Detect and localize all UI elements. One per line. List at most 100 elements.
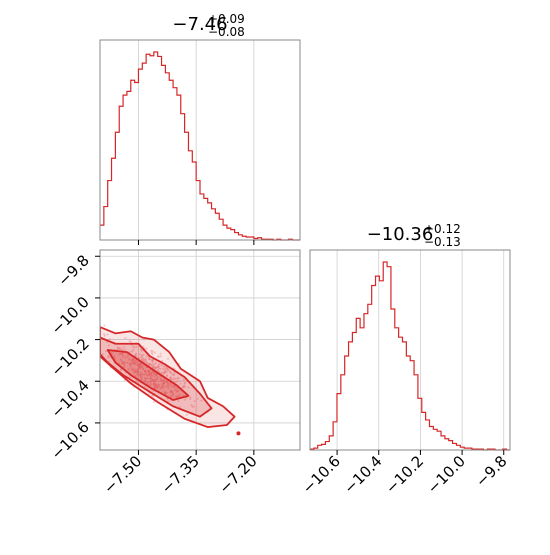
scatter-point (155, 373, 158, 376)
scatter-point (154, 366, 157, 369)
scatter-point (156, 369, 159, 372)
scatter-point (145, 347, 148, 350)
scatter-point (152, 382, 155, 385)
scatter-point (107, 354, 110, 357)
scatter-point (138, 362, 141, 365)
scatter-point (135, 345, 138, 348)
scatter-point (151, 363, 154, 366)
scatter-point (120, 360, 123, 363)
scatter-point (157, 385, 160, 388)
scatter-point (121, 355, 124, 358)
scatter-point (145, 373, 148, 376)
scatter-point (146, 355, 149, 358)
scatter-point (158, 363, 161, 366)
scatter-point (182, 378, 185, 381)
hist1-title: −7.46 (172, 14, 227, 35)
scatter-point (174, 388, 177, 391)
scatter-point (128, 357, 131, 360)
y-tick-label: −10.4 (48, 376, 93, 421)
scatter-point (105, 350, 108, 353)
corner-2d-panel: −7.50 −7.35 −7.20 −10.6−10.4−10.2−10.0 −9.8 (48, 249, 301, 497)
scatter-point (150, 383, 153, 386)
scatter-point (173, 377, 176, 380)
y-tick-label: −9.8 (54, 251, 92, 289)
hist2-step-line (310, 261, 510, 451)
scatter-point (122, 346, 125, 349)
scatter-point (150, 349, 153, 352)
scatter-point (139, 356, 142, 359)
scatter-point (159, 375, 162, 378)
scatter-point (126, 361, 129, 364)
scatter-point (166, 382, 169, 385)
scatter-point (159, 352, 162, 355)
x-tick-label: −9.8 (472, 452, 510, 490)
scatter-point (148, 358, 151, 361)
scatter-point (175, 387, 178, 390)
x-tick-label: −10.0 (424, 452, 469, 497)
scatter-point (130, 367, 133, 370)
scatter-point (144, 380, 147, 383)
hist-panel-param-2: −10.6−10.4−10.2−10.0 −9.8 −10.36 +0.12 −0… (299, 222, 511, 497)
scatter-point (153, 351, 156, 354)
scatter-point (128, 350, 131, 353)
scatter-point (145, 372, 148, 375)
scatter-point (151, 358, 154, 361)
scatter-point (107, 344, 110, 347)
scatter-point (167, 386, 170, 389)
scatter-point (149, 380, 152, 383)
scatter-point (170, 394, 173, 397)
hist1-title-minus: −0.08 (208, 25, 245, 39)
hist1-gridlines (138, 40, 255, 240)
scatter-point (175, 390, 178, 393)
scatter-point (134, 374, 137, 377)
scatter-point (152, 371, 155, 374)
scatter-point (131, 358, 134, 361)
scatter-point (162, 385, 165, 388)
scatter-point (152, 380, 155, 383)
scatter-point (150, 372, 153, 375)
hist2-title-minus: −0.13 (424, 235, 461, 249)
scatter-point (185, 413, 188, 416)
scatter-point (142, 368, 145, 371)
scatter-point (103, 334, 106, 337)
scatter-point (157, 364, 160, 367)
scatter-point (132, 358, 135, 361)
scatter-point (132, 345, 135, 348)
scatter-point (146, 362, 149, 365)
scatter-point (173, 386, 176, 389)
scatter-point (103, 333, 106, 336)
scatter-point (139, 371, 142, 374)
scatter-point (140, 375, 143, 378)
scatter-point (151, 361, 154, 364)
scatter-point (144, 358, 147, 361)
scatter-point (107, 356, 110, 359)
scatter-point (113, 355, 116, 358)
hist-panel-param-1: −7.46 +0.09 −0.08 (99, 12, 301, 245)
scatter-point (165, 367, 168, 370)
scatter-point (135, 361, 138, 364)
scatter-point (147, 373, 150, 376)
scatter-point (103, 324, 106, 327)
scatter-point (160, 355, 163, 358)
scatter-point (177, 399, 180, 402)
scatter-point (110, 352, 113, 355)
scatter-point (124, 348, 127, 351)
scatter-point (171, 392, 174, 395)
scatter-point (169, 376, 172, 379)
scatter-point (144, 385, 147, 388)
corner-gridlines (100, 250, 300, 450)
scatter-point (163, 369, 166, 372)
scatter-point (176, 380, 179, 383)
scatter-point (144, 370, 147, 373)
hist1-title-plus: +0.09 (208, 12, 245, 26)
scatter-point (179, 382, 182, 385)
hist1-step-line (100, 51, 300, 241)
scatter-point (177, 389, 180, 392)
scatter-point (136, 381, 139, 384)
scatter-point (140, 377, 143, 380)
scatter-point (124, 336, 127, 339)
scatter-point (97, 333, 99, 335)
scatter-point (193, 400, 196, 403)
scatter-point (156, 383, 159, 386)
scatter-point (121, 362, 124, 365)
